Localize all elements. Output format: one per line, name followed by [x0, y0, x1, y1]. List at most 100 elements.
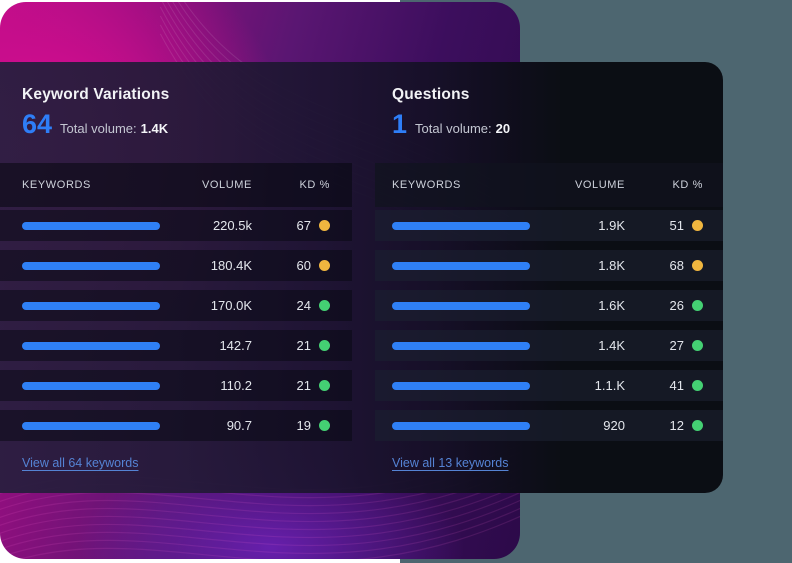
column-header-volume: VOLUME: [574, 179, 625, 191]
total-volume-label: Total volume:: [415, 121, 492, 136]
kd-cell: 21: [252, 378, 330, 393]
kd-cell: 68: [625, 258, 703, 273]
kd-value: 21: [296, 378, 311, 393]
kd-cell: 41: [625, 378, 703, 393]
table-header: KEYWORDS VOLUME KD %: [375, 163, 723, 207]
volume-value: 142.7: [219, 338, 252, 353]
kd-difficulty-dot: [692, 300, 703, 311]
kd-difficulty-dot: [319, 340, 330, 351]
kd-cell: 51: [625, 218, 703, 233]
volume-value: 180.4K: [210, 258, 252, 273]
kd-difficulty-dot: [692, 260, 703, 271]
panel-stats: 64 Total volume: 1.4K: [22, 111, 352, 138]
kd-difficulty-dot: [692, 420, 703, 431]
keyword-placeholder-bar: [22, 341, 160, 350]
table-header: KEYWORDS VOLUME KD %: [0, 163, 352, 207]
volume-value: 1.6K: [598, 298, 625, 313]
column-header-kd: KD %: [672, 179, 703, 191]
view-all-questions-link[interactable]: View all 13 keywords: [392, 456, 509, 470]
volume-value: 110.2: [220, 378, 252, 393]
kd-cell: 12: [625, 418, 703, 433]
table-row: 220.5k 67: [0, 210, 352, 241]
kd-value: 26: [669, 298, 684, 313]
keyword-cell: [392, 381, 535, 390]
table-row: 1.8K 68: [375, 250, 723, 281]
keyword-placeholder-bar: [392, 381, 530, 390]
keyword-placeholder-bar: [392, 421, 530, 430]
keyword-cell: [22, 381, 162, 390]
volume-value: 1.9K: [598, 218, 625, 233]
kd-difficulty-dot: [319, 220, 330, 231]
total-volume-label: Total volume:: [60, 121, 137, 136]
keyword-count: 64: [22, 109, 53, 139]
keyword-cell: [22, 341, 162, 350]
table-row: 170.0K 24: [0, 290, 352, 321]
table-row: 920 12: [375, 410, 723, 441]
keyword-placeholder-bar: [22, 261, 160, 270]
volume-value: 220.5k: [212, 218, 252, 233]
keyword-cell: [22, 421, 162, 430]
table-row: 1.9K 51: [375, 210, 723, 241]
table-row: 1.4K 27: [375, 330, 723, 361]
panel-title: Keyword Variations: [22, 86, 170, 103]
keyword-cell: [392, 221, 535, 230]
volume-value: 1.8K: [598, 258, 625, 273]
column-header-keywords: KEYWORDS: [392, 179, 461, 191]
column-header-keywords: KEYWORDS: [22, 179, 91, 191]
keyword-placeholder-bar: [22, 421, 160, 430]
keyword-placeholder-bar: [392, 301, 530, 310]
kd-difficulty-dot: [692, 220, 703, 231]
kd-cell: 24: [252, 298, 330, 313]
view-all-keywords-link[interactable]: View all 64 keywords: [22, 456, 139, 470]
kd-difficulty-dot: [319, 380, 330, 391]
keyword-placeholder-bar: [22, 301, 160, 310]
table-body: 220.5k 67 180.4K 60 170.0K 24 142.7 21 110.2 21 90…: [0, 210, 352, 450]
column-header-volume: VOLUME: [201, 179, 252, 191]
kd-cell: 27: [625, 338, 703, 353]
kd-difficulty-dot: [319, 260, 330, 271]
column-header-kd: KD %: [299, 179, 330, 191]
panel-questions: Questions 1 Total volume: 20 KEYWORDS VO…: [375, 62, 723, 493]
kd-cell: 67: [252, 218, 330, 233]
keyword-cell: [392, 421, 535, 430]
table-row: 142.7 21: [0, 330, 352, 361]
volume-value: 90.7: [226, 418, 252, 433]
table-row: 90.7 19: [0, 410, 352, 441]
table-body: 1.9K 51 1.8K 68 1.6K 26 1.4K 27 1.1.K 41 920 12: [375, 210, 723, 450]
table-row: 180.4K 60: [0, 250, 352, 281]
volume-value: 920: [603, 418, 625, 433]
keyword-overview-card: Keyword Variations 64 Total volume: 1.4K…: [0, 62, 723, 493]
kd-value: 24: [296, 298, 311, 313]
keyword-placeholder-bar: [392, 261, 530, 270]
table-row: 1.6K 26: [375, 290, 723, 321]
kd-cell: 21: [252, 338, 330, 353]
keyword-cell: [22, 221, 162, 230]
kd-difficulty-dot: [319, 420, 330, 431]
kd-value: 21: [296, 338, 311, 353]
total-volume-value: 20: [495, 121, 511, 136]
keyword-cell: [392, 261, 535, 270]
kd-value: 68: [669, 258, 684, 273]
volume-value: 170.0K: [210, 298, 252, 313]
kd-value: 67: [296, 218, 311, 233]
table-row: 1.1.K 41: [375, 370, 723, 401]
volume-value: 1.1.K: [594, 378, 625, 393]
keyword-cell: [392, 341, 535, 350]
kd-value: 27: [669, 338, 684, 353]
kd-value: 19: [296, 418, 311, 433]
kd-difficulty-dot: [692, 340, 703, 351]
kd-value: 41: [669, 378, 684, 393]
kd-value: 51: [669, 218, 684, 233]
kd-value: 60: [296, 258, 311, 273]
keyword-cell: [22, 301, 162, 310]
kd-cell: 26: [625, 298, 703, 313]
keyword-placeholder-bar: [22, 381, 160, 390]
question-count: 1: [392, 109, 408, 139]
panel-keyword-variations: Keyword Variations 64 Total volume: 1.4K…: [0, 62, 352, 493]
kd-cell: 19: [252, 418, 330, 433]
kd-difficulty-dot: [692, 380, 703, 391]
total-volume-value: 1.4K: [140, 121, 169, 136]
panel-stats: 1 Total volume: 20: [392, 111, 723, 138]
keyword-placeholder-bar: [392, 341, 530, 350]
